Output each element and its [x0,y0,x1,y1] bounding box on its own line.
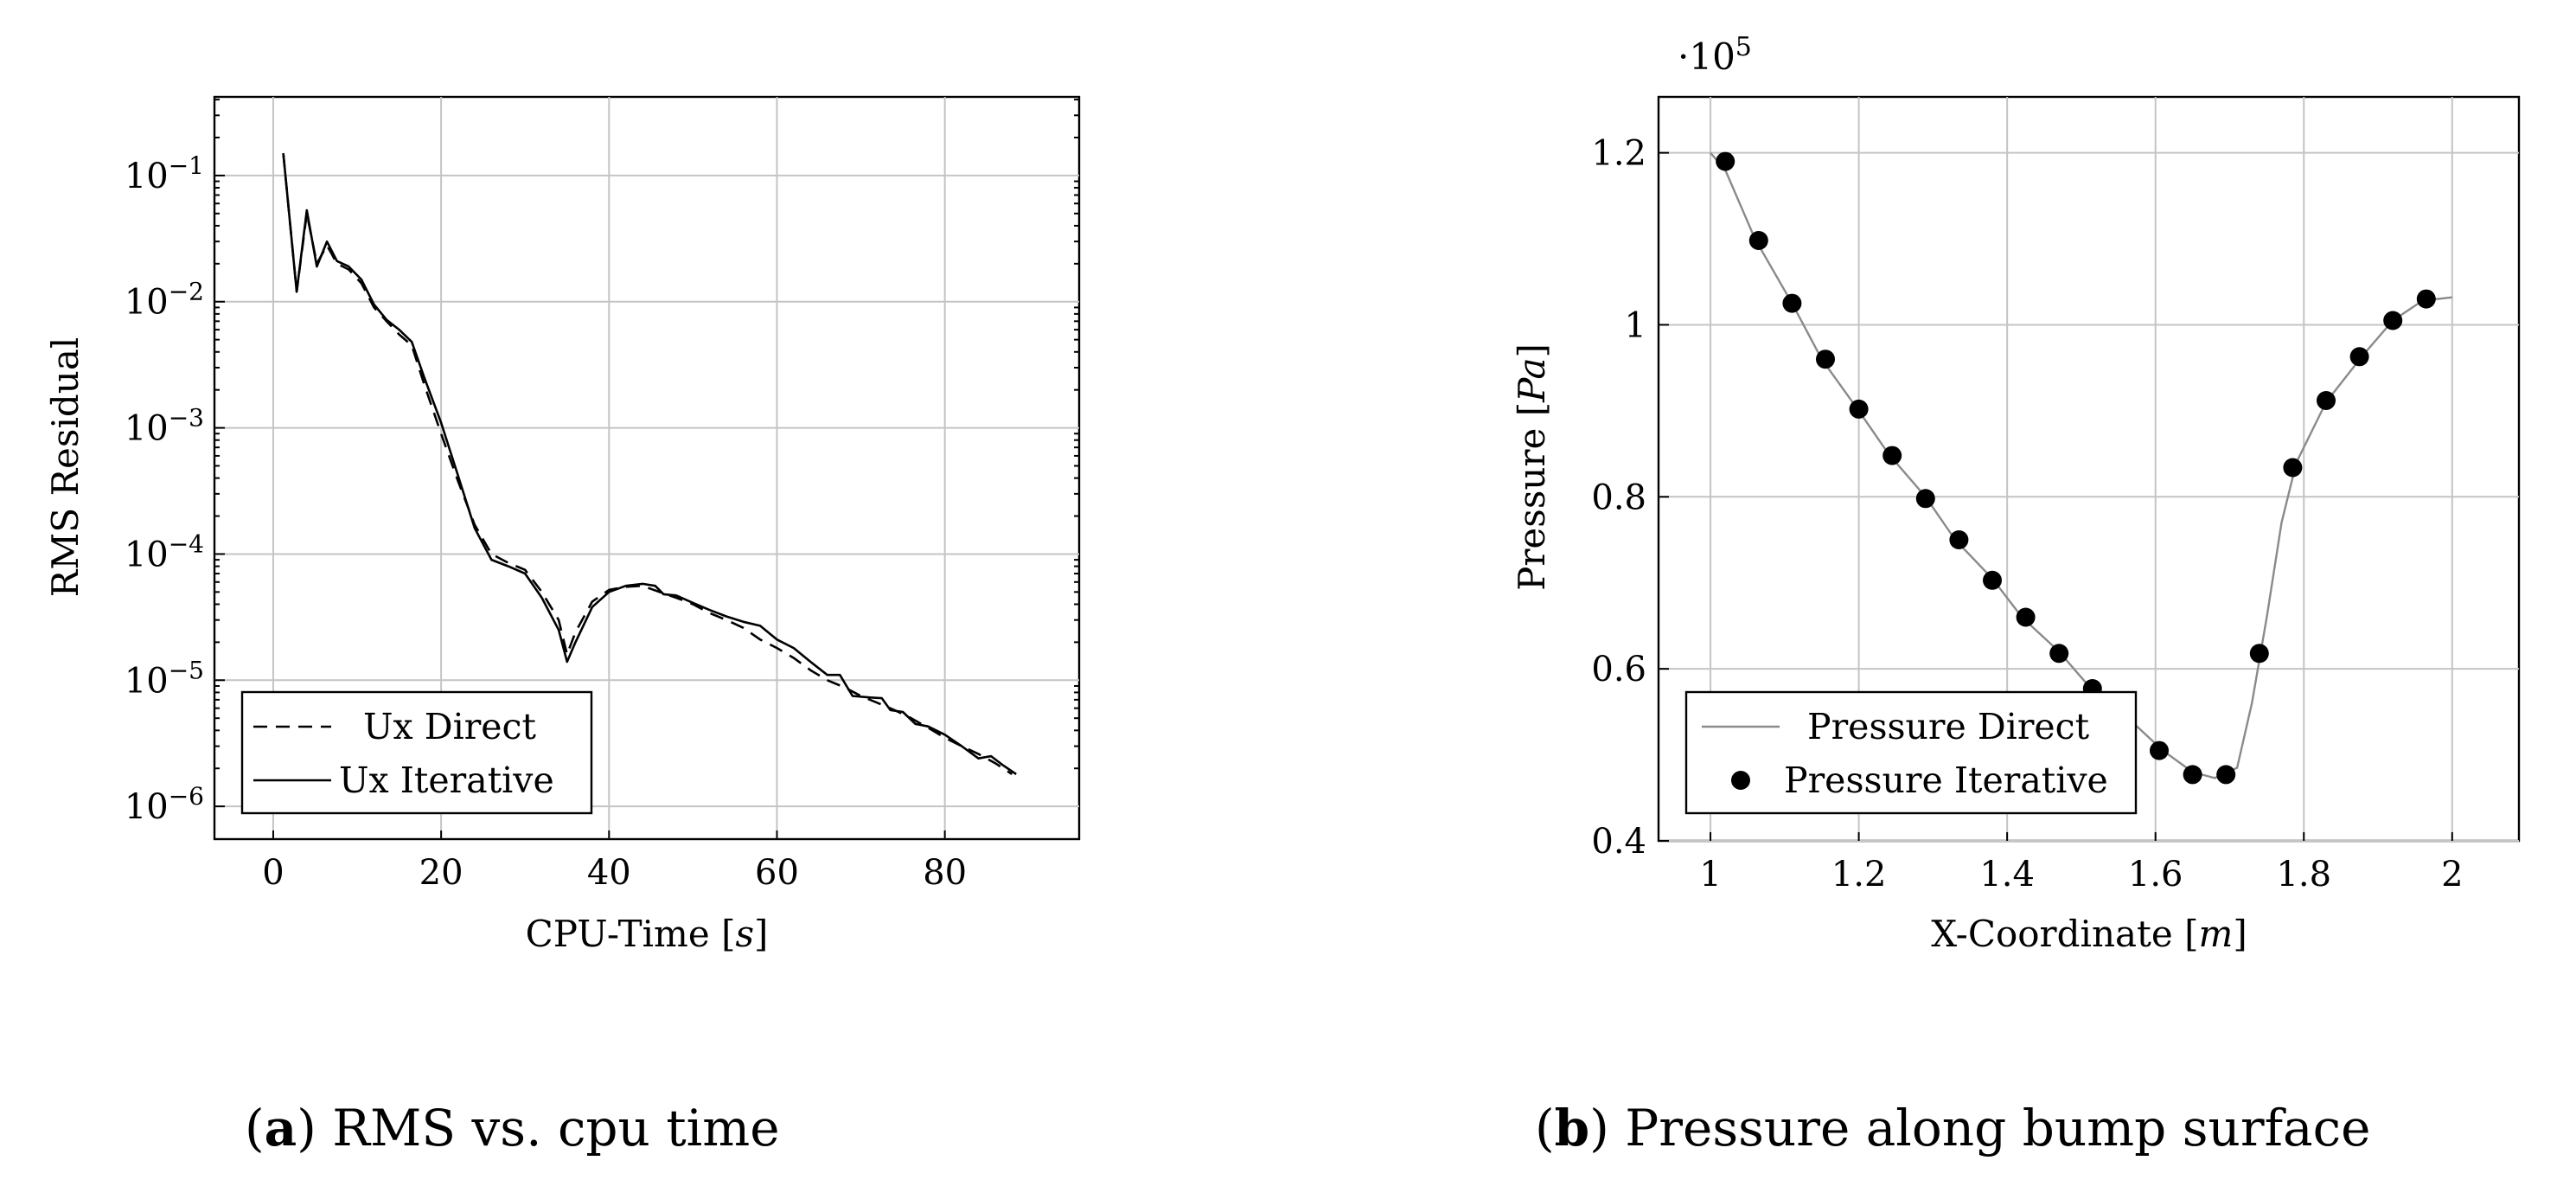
caption-a-text: RMS vs. cpu time [316,1099,780,1157]
chart-a-xtick-label: 0 [262,853,284,893]
chart-a-series [282,153,1017,775]
chart-b-xtick-label: 1.8 [2276,855,2331,894]
chart-a-ytick-label: 10−4 [125,529,204,574]
data-point-pressure-iterative [2349,347,2369,367]
chart-b-ytick-label: 0.8 [1591,478,1646,517]
chart-b-ytick-label: 0.6 [1591,650,1646,689]
chart-a-legend-box [240,690,593,815]
data-point-pressure-iterative [2183,765,2202,785]
caption-b: (b) Pressure along bump surface [1535,1099,2371,1157]
chart-a-ylabel: RMS Residual [44,337,86,598]
data-point-pressure-iterative [2383,311,2403,330]
data-point-pressure-iterative [1849,399,1869,419]
chart-a-ytick-label: 10−2 [125,278,204,323]
chart-a-xtick-label: 40 [587,853,631,893]
y-multiplier-base: ·10 [1678,35,1735,78]
data-point-pressure-iterative [2150,741,2169,760]
data-point-pressure-iterative [1782,293,1802,313]
pressure-chart: 1 1.2 1.4 1.6 1.8 2 0.4 0.6 0.8 1 1.2 ·105 X-Coord… [1511,32,2521,955]
chart-b-ylabel: Pressure [Pa] [1511,343,1553,591]
series-line-ux-direct [282,153,1013,775]
chart-b-grid [1659,97,2519,842]
caption-a-letter: a [264,1099,297,1157]
chart-a-xtick-label: 60 [755,853,799,893]
rms-residual-chart: 0 20 40 60 80 10−6 10−5 10−4 10−3 10−2 10−1 CPU-Ti… [44,95,1081,955]
chart-a-legend: Ux Direct Ux Iterative [240,690,593,815]
data-point-pressure-iterative [2416,289,2436,309]
chart-b-series [1710,151,2452,785]
chart-b-xtick-label: 1.2 [1831,855,1887,894]
chart-a-ytick-label: 10−1 [125,151,204,196]
caption-a: (a) RMS vs. cpu time [245,1099,780,1157]
chart-b-xtick-label: 1 [1699,855,1721,894]
chart-b-ytick-label: 0.4 [1591,822,1646,862]
data-point-pressure-iterative [2317,391,2336,410]
data-point-pressure-iterative [2049,644,2069,664]
series-line-pressure-direct [1710,151,2452,779]
y-multiplier-exponent: 5 [1735,32,1752,62]
legend-label-ux-direct: Ux Direct [363,706,537,747]
legend-label-pressure-iterative: Pressure Iterative [1784,760,2108,801]
chart-b-ticks: 1 1.2 1.4 1.6 1.8 2 0.4 0.6 0.8 1 1.2 [1591,134,2463,894]
chart-a-ticks: 0 20 40 60 80 10−6 10−5 10−4 10−3 10−2 10−1 [125,99,1079,893]
chart-b-y-multiplier: ·105 [1678,32,1752,78]
data-point-pressure-iterative [1716,151,1735,171]
chart-b-xlabel: X-Coordinate [m] [1931,913,2247,955]
chart-a-ytick-label: 10−3 [125,404,204,449]
data-point-pressure-iterative [2216,765,2236,785]
series-line-ux-iterative [282,153,1017,775]
chart-b-ytick-label: 1.2 [1591,134,1646,174]
chart-a-xtick-label: 20 [419,853,463,893]
data-point-pressure-iterative [2283,458,2303,478]
legend-label-pressure-direct: Pressure Direct [1807,706,2090,747]
chart-b-xtick-label: 2 [2441,855,2463,894]
chart-a-ytick-label: 10−5 [125,656,204,701]
chart-b-legend: Pressure Direct Pressure Iterative [1684,690,2138,815]
chart-b-ytick-label: 1 [1625,305,1646,345]
chart-a-xtick-label: 80 [923,853,967,893]
chart-b-xtick-label: 1.6 [2128,855,2183,894]
chart-b-xtick-label: 1.4 [1979,855,2035,894]
data-point-pressure-iterative [1983,570,2002,590]
chart-b-legend-box [1684,690,2138,815]
caption-b-letter: b [1554,1099,1590,1157]
data-point-pressure-iterative [1915,489,1935,509]
legend-swatch-pressure-iterative [1731,771,1750,790]
data-point-pressure-iterative [1949,530,1969,549]
data-point-pressure-iterative [1748,231,1768,250]
chart-a-xlabel: CPU-Time [s] [526,913,769,955]
legend-label-ux-iterative: Ux Iterative [339,760,554,801]
chart-a-ytick-label: 10−6 [125,782,204,827]
chart-a-plot-frame [213,95,1081,841]
data-point-pressure-iterative [2016,607,2036,627]
caption-b-text: Pressure along bump surface [1608,1099,2371,1157]
data-point-pressure-iterative [1882,446,1902,465]
data-point-pressure-iterative [2249,644,2269,664]
data-point-pressure-iterative [1816,349,1835,369]
